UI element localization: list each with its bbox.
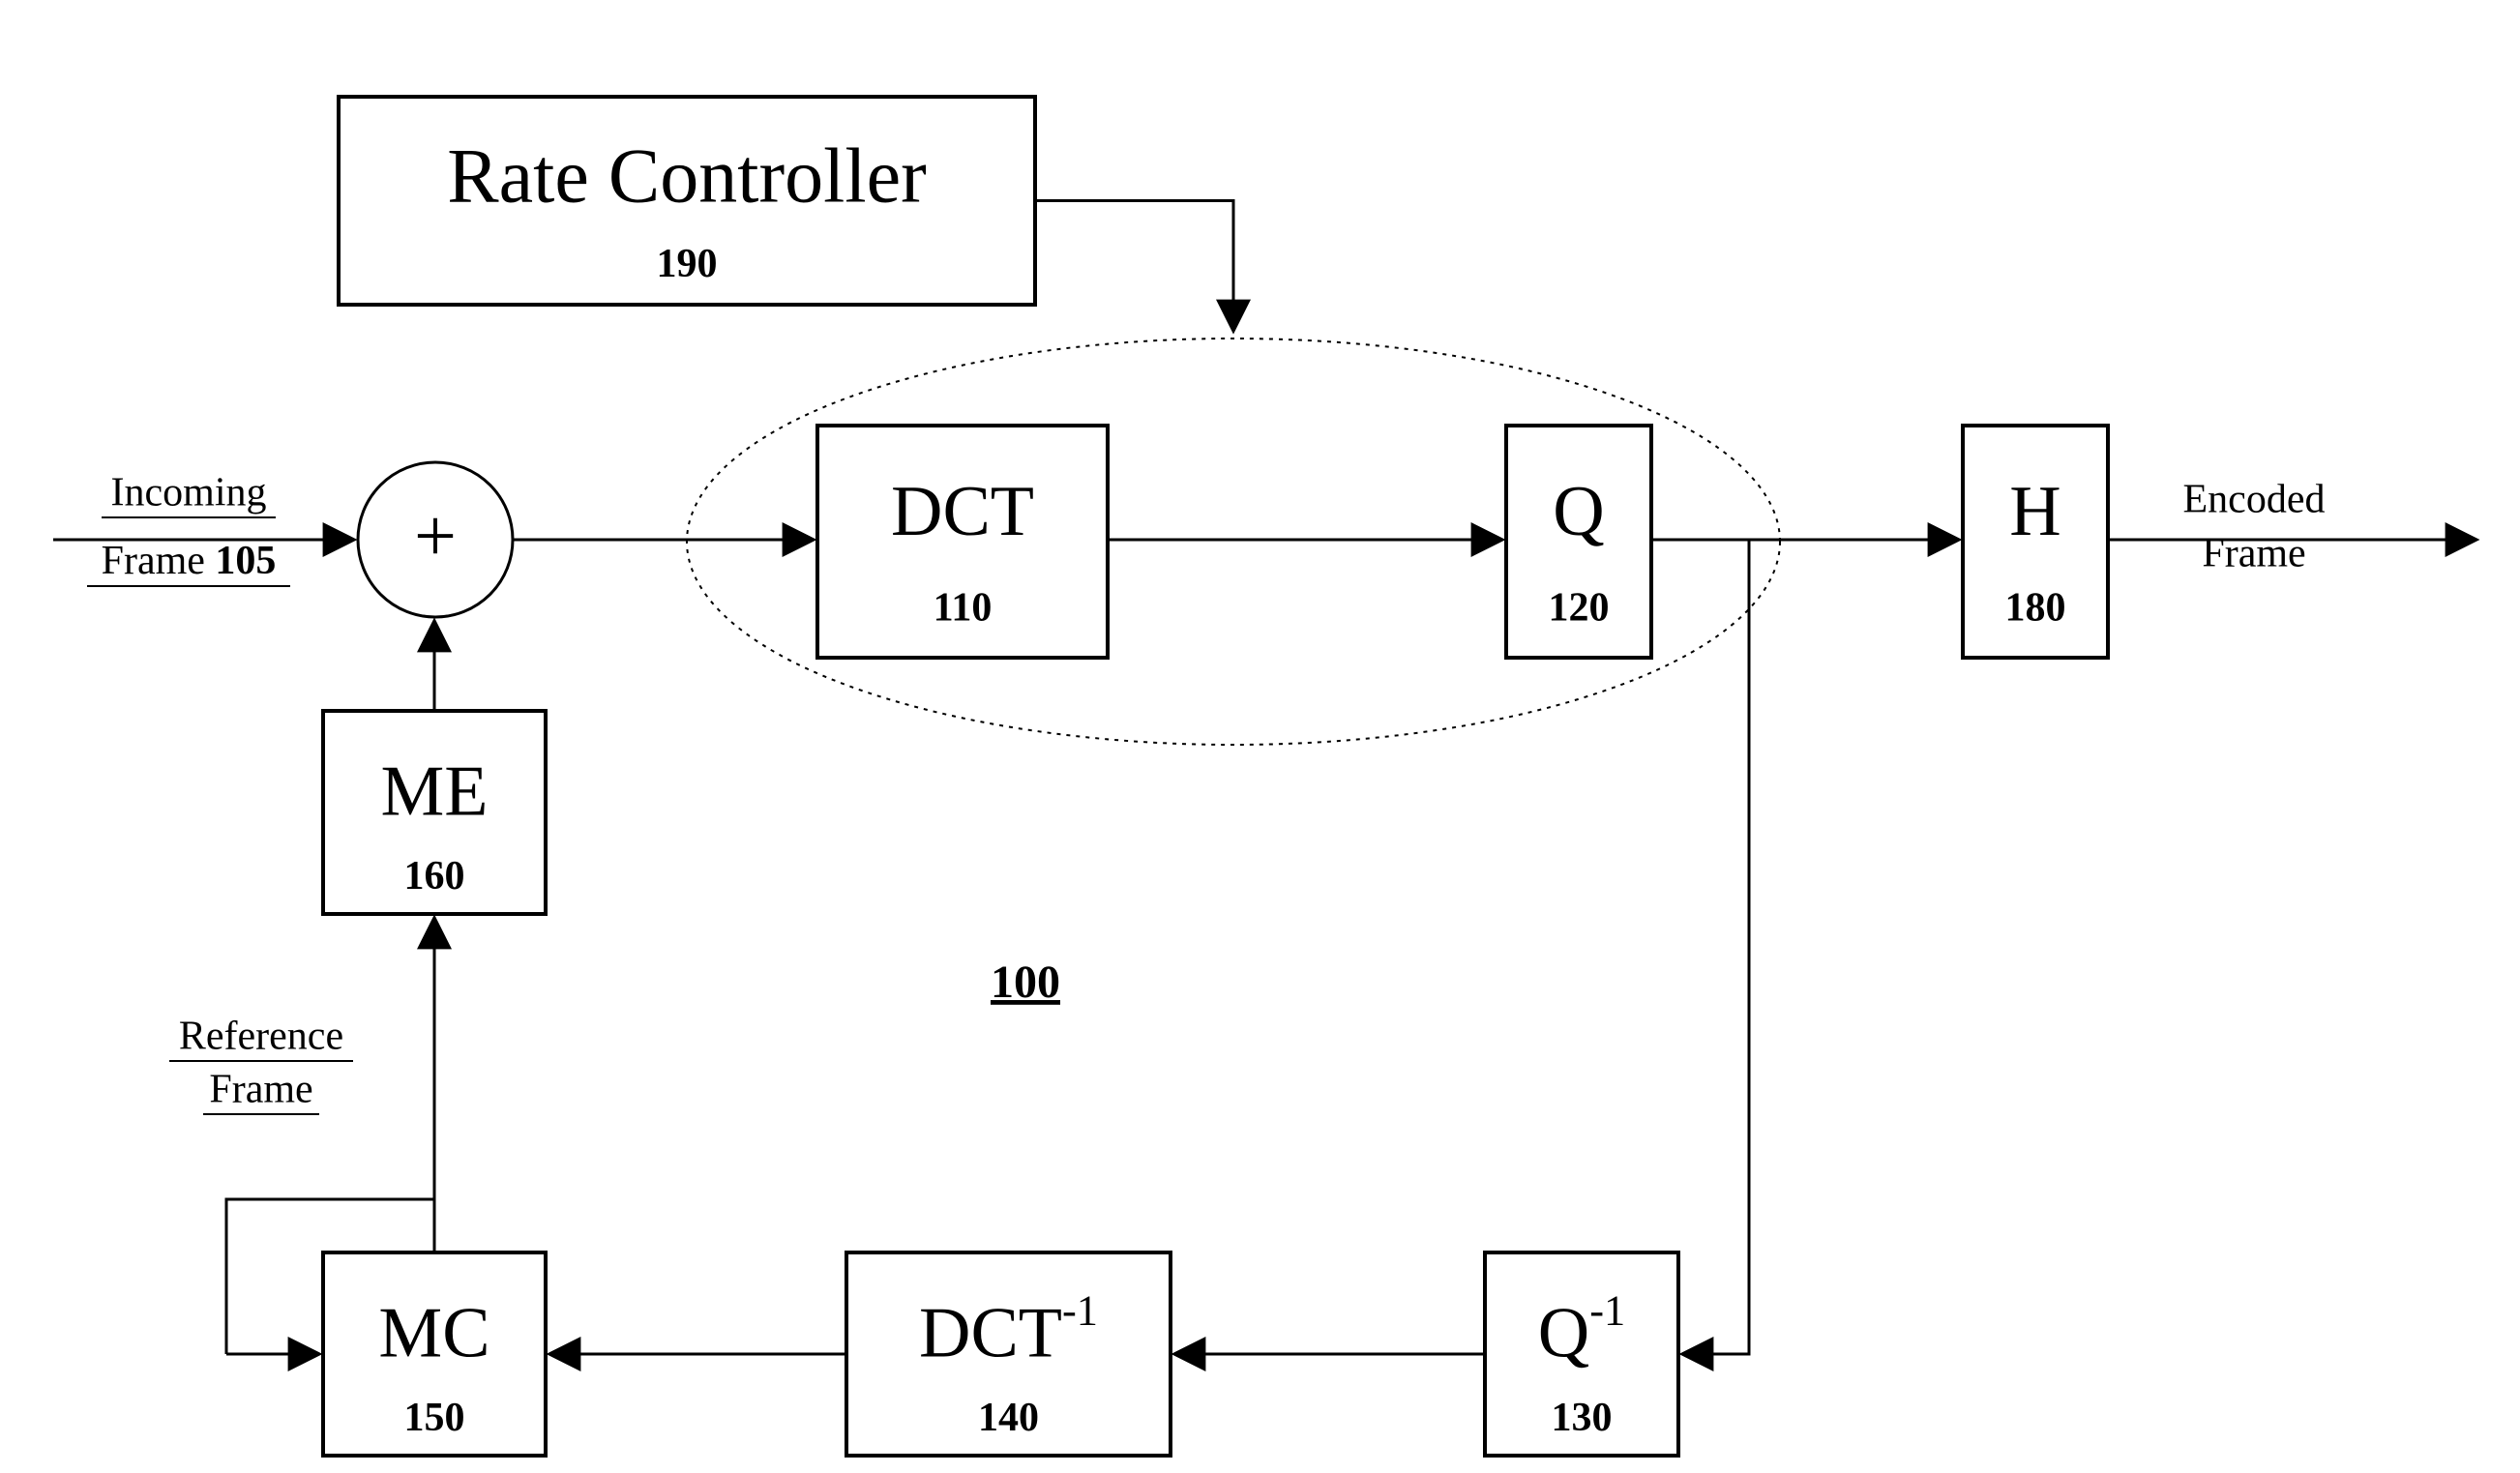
q-ref: 120 [1549, 586, 1610, 631]
dct-block: DCT 110 [817, 426, 1108, 658]
iq-block: Q-1 130 [1485, 1252, 1678, 1456]
svg-text:Frame: Frame [209, 1068, 312, 1112]
svg-text:Frame: Frame [2202, 532, 2305, 576]
q-block: Q 120 [1506, 426, 1651, 658]
me-label: ME [381, 751, 489, 831]
idct-block: DCT-1 140 [846, 1252, 1171, 1456]
h-label: H [2009, 472, 2060, 551]
rate-controller-label: Rate Controller [447, 134, 926, 220]
reference-frame-label: Reference Frame [169, 1015, 353, 1114]
me-ref: 160 [404, 854, 465, 899]
svg-text:100: 100 [991, 957, 1060, 1008]
me-block: ME 160 [323, 711, 546, 914]
h-block: H 180 [1963, 426, 2108, 658]
encoded-frame-label: Encoded Frame [2183, 478, 2326, 576]
svg-text:Frame 105: Frame 105 [102, 539, 277, 583]
rate-controller-block: Rate Controller 190 [339, 97, 1035, 305]
mc-ref: 150 [404, 1396, 465, 1440]
svg-text:Encoded: Encoded [2183, 478, 2326, 522]
iq-ref: 130 [1552, 1396, 1613, 1440]
incoming-frame-label: Incoming Frame 105 [87, 471, 290, 586]
h-ref: 180 [2005, 586, 2066, 631]
figure-ref: 100 [991, 957, 1060, 1008]
svg-text:Reference: Reference [179, 1015, 343, 1059]
sum-node: + [358, 462, 513, 617]
mc-label: MC [378, 1293, 489, 1372]
mc-block: MC 150 [323, 1252, 546, 1456]
idct-ref: 140 [978, 1396, 1039, 1440]
dct-ref: 110 [934, 586, 993, 631]
svg-text:Incoming: Incoming [111, 471, 267, 516]
dct-label: DCT [891, 472, 1034, 551]
q-label: Q [1553, 472, 1604, 551]
rate-controller-ref: 190 [657, 242, 718, 286]
sum-symbol: + [414, 493, 457, 577]
